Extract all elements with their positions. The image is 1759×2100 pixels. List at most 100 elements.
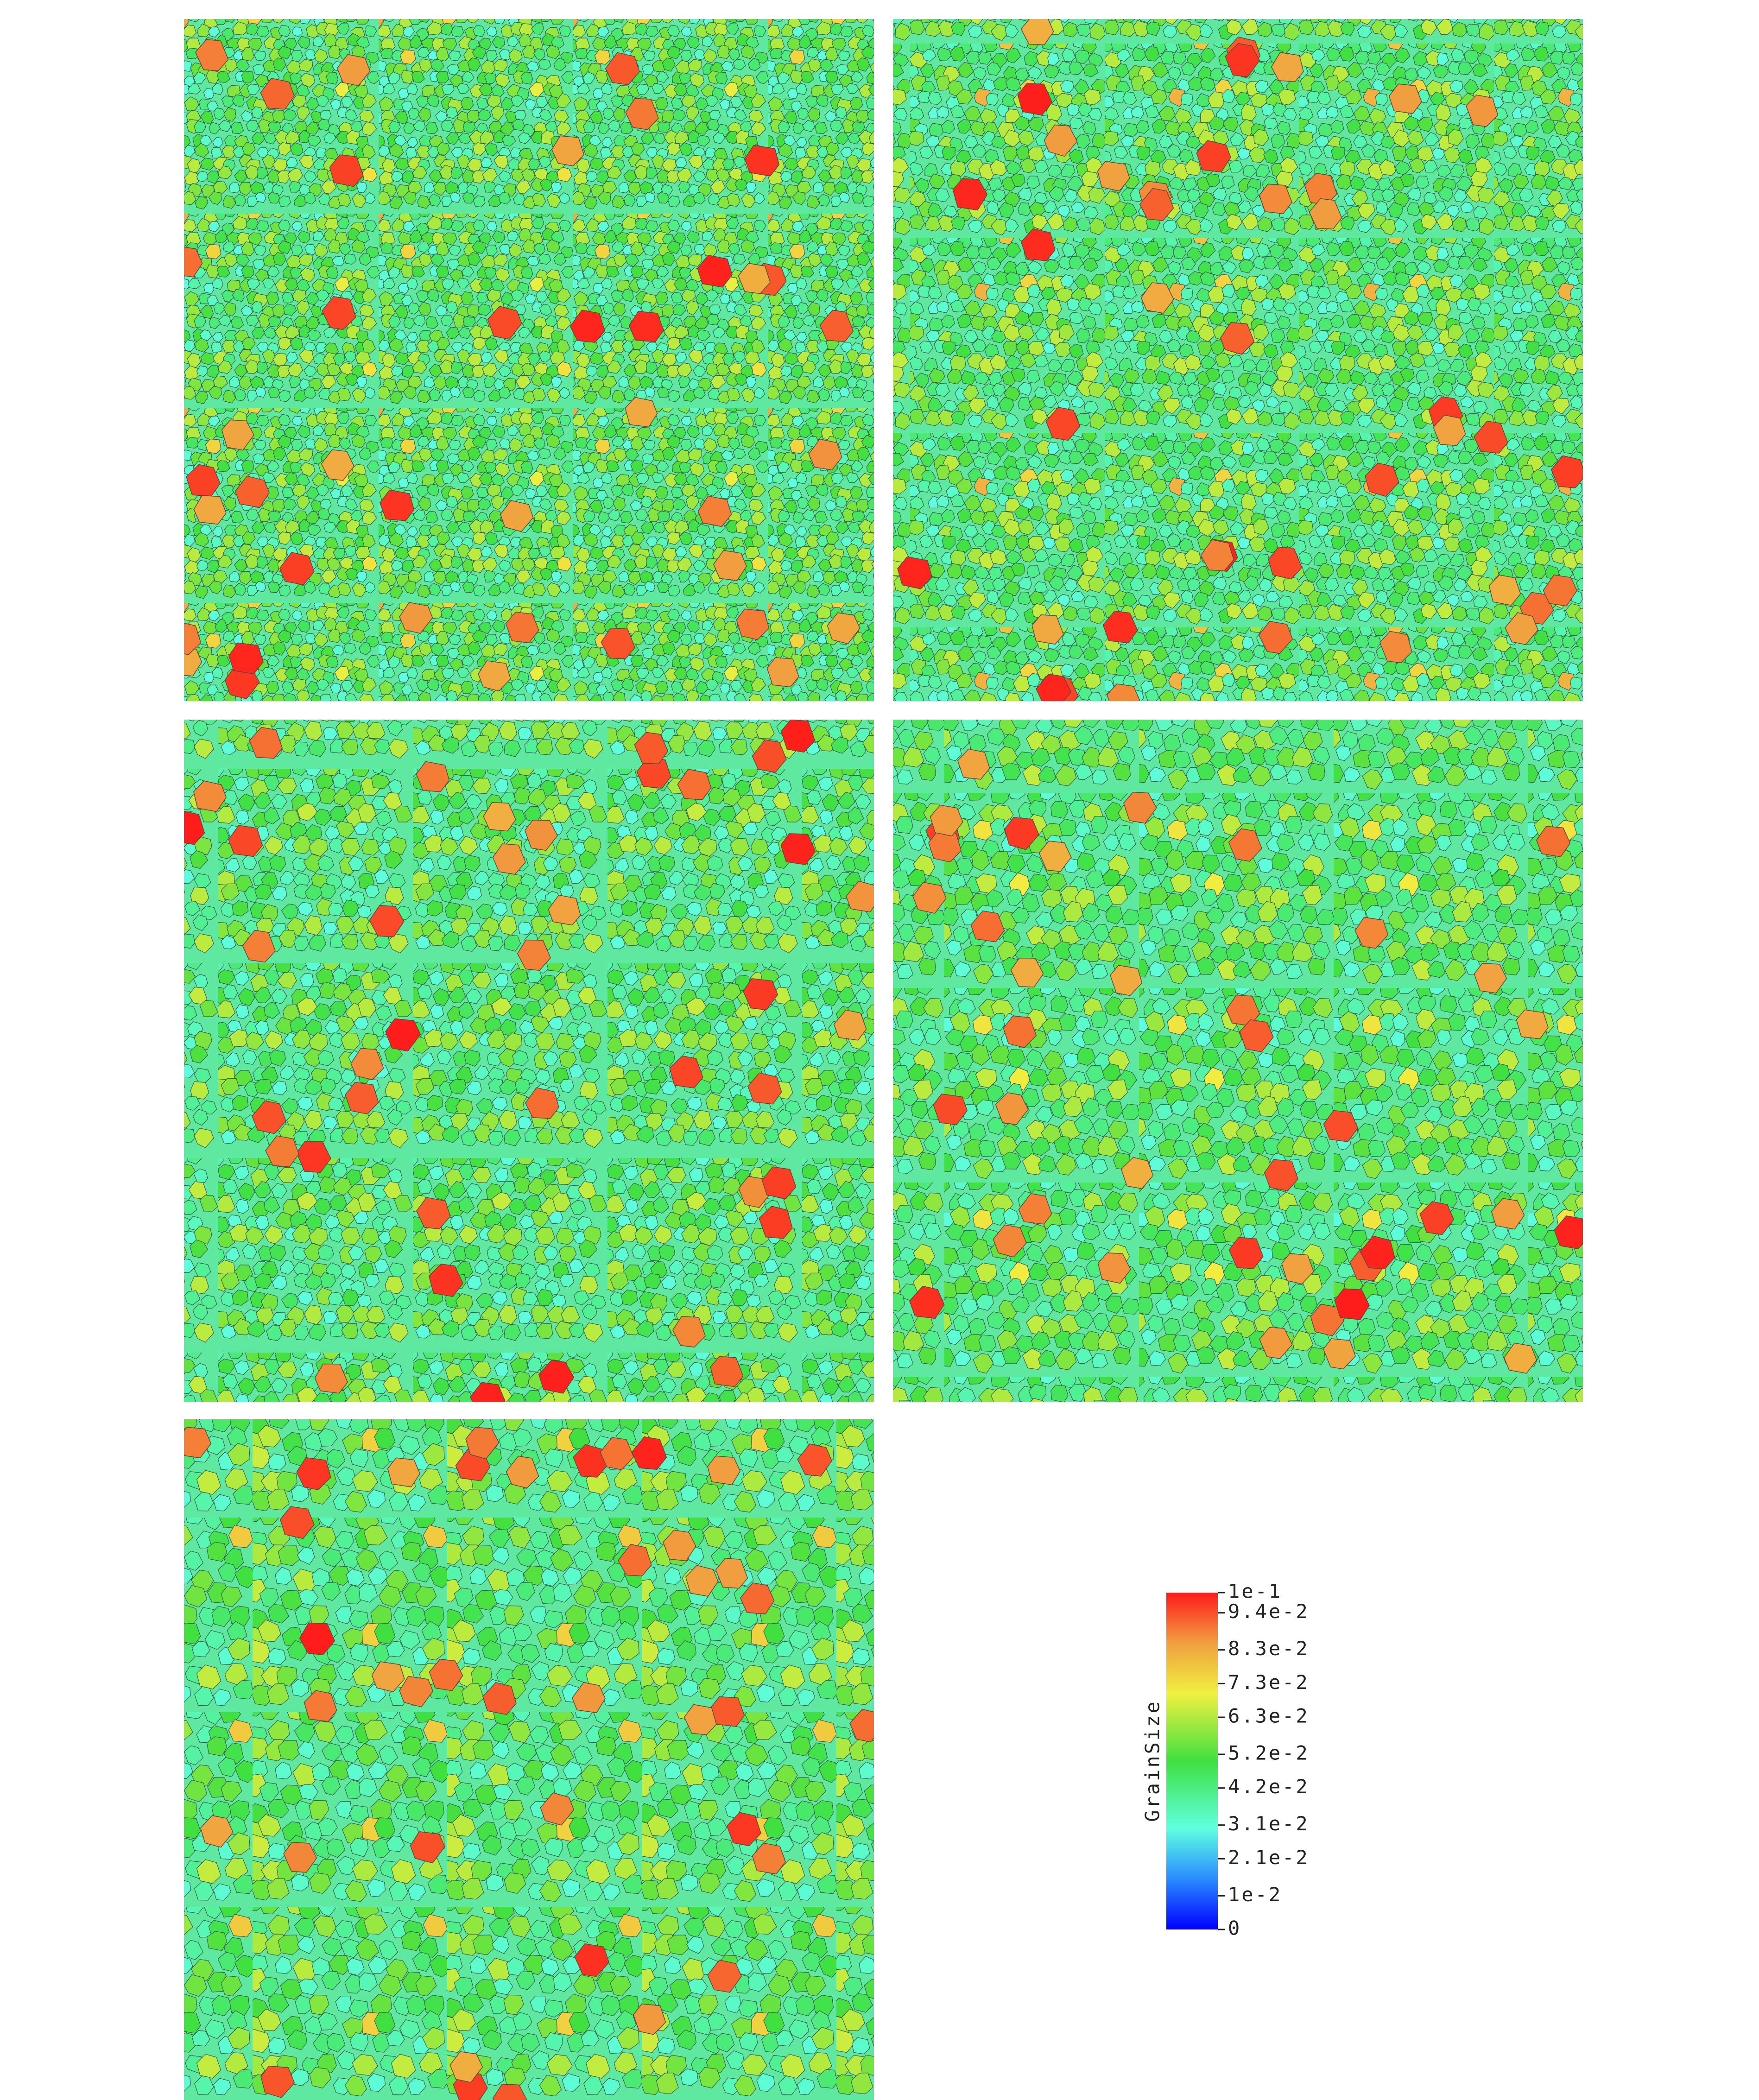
large-grain	[551, 135, 585, 167]
large-grain	[371, 1661, 405, 1692]
large-grain	[625, 98, 659, 130]
large-grain	[260, 2065, 295, 2098]
large-grain	[200, 1815, 234, 1848]
large-grain	[296, 1457, 331, 1490]
large-grain	[184, 1427, 212, 1459]
colorbar-tick-label: 1e-2	[1228, 1883, 1282, 1906]
large-grain	[744, 145, 780, 177]
large-grain	[909, 1285, 945, 1319]
large-grain	[283, 1842, 317, 1873]
large-grain	[329, 154, 364, 187]
large-grain	[483, 802, 516, 832]
large-grain	[345, 1082, 379, 1115]
large-grain	[1225, 43, 1260, 77]
colorbar-tick-label: 4.2e-2	[1228, 1775, 1310, 1798]
colorbar-tick-label: 1e-1	[1228, 1580, 1282, 1603]
large-grain	[928, 830, 962, 863]
large-grain	[1044, 124, 1078, 157]
large-grain	[571, 1682, 606, 1714]
large-grain	[1536, 826, 1571, 857]
large-grain	[1491, 1198, 1525, 1230]
large-grain	[1281, 1253, 1314, 1284]
large-grain	[410, 1831, 445, 1864]
large-grain	[707, 1960, 742, 1993]
large-grain	[849, 1708, 874, 1743]
colorbar-tick-label: 3.1e-2	[1228, 1812, 1310, 1835]
large-grain	[743, 978, 778, 1011]
large-grain	[1554, 1215, 1583, 1249]
large-grain	[677, 769, 712, 800]
large-grain	[322, 296, 356, 330]
large-grain	[449, 2051, 483, 2083]
large-grain	[252, 1100, 286, 1134]
large-grain	[385, 1018, 421, 1052]
large-grain	[234, 475, 270, 508]
large-grain	[1354, 917, 1389, 949]
large-grains	[184, 720, 874, 1402]
large-grain	[314, 1363, 348, 1394]
large-grain	[1123, 791, 1157, 824]
large-grain	[193, 495, 227, 525]
large-grain	[399, 1676, 434, 1708]
large-grain	[634, 732, 669, 765]
large-grain	[548, 894, 581, 926]
large-grain	[1259, 1327, 1293, 1359]
large-grain	[697, 495, 732, 527]
large-grain	[517, 939, 551, 971]
large-grain	[672, 1316, 706, 1348]
large-grain	[726, 1812, 761, 1847]
large-grain	[506, 1455, 539, 1489]
large-grain	[625, 397, 658, 428]
large-grain	[1504, 1342, 1537, 1374]
large-grain	[469, 1382, 506, 1402]
large-grain	[995, 1092, 1029, 1125]
large-grain	[1239, 1019, 1274, 1052]
large-grain	[1379, 631, 1412, 663]
large-grain	[1097, 161, 1130, 192]
large-grain	[707, 1455, 741, 1486]
large-grain	[505, 612, 539, 644]
colorbar-tick-label: 8.3e-2	[1228, 1637, 1310, 1660]
large-grain	[752, 739, 787, 773]
large-grain	[1045, 407, 1081, 441]
large-grain	[478, 660, 511, 692]
large-grain	[740, 1582, 775, 1614]
large-grain	[685, 1565, 719, 1597]
large-grain	[465, 1427, 500, 1460]
large-grain	[1465, 95, 1499, 127]
large-grain	[766, 657, 799, 688]
large-grain	[1200, 539, 1234, 571]
large-grains	[909, 748, 1583, 1374]
large-grains	[897, 19, 1583, 701]
large-grain	[952, 178, 988, 211]
large-grain	[1334, 1288, 1370, 1320]
large-grain	[710, 1356, 744, 1387]
grain-panel	[184, 19, 874, 701]
large-grain	[1323, 1338, 1356, 1370]
large-grain	[1018, 1193, 1052, 1225]
large-grain	[1419, 1201, 1455, 1235]
large-grain	[628, 311, 664, 342]
large-grain	[249, 727, 283, 759]
large-grain	[1110, 965, 1143, 996]
large-grain	[1038, 841, 1072, 872]
large-grain	[761, 1166, 797, 1200]
grain-panel	[893, 720, 1583, 1402]
large-grain	[1360, 1235, 1395, 1269]
large-grain	[1259, 620, 1293, 654]
grain-panel	[184, 720, 874, 1402]
large-grain	[1020, 228, 1056, 261]
large-grain	[797, 1443, 832, 1477]
large-grain	[1474, 420, 1508, 454]
large-grain	[1268, 547, 1303, 580]
large-grain	[321, 449, 354, 481]
large-grain	[1102, 610, 1138, 644]
large-grain	[1010, 957, 1044, 988]
panels	[184, 19, 1583, 2100]
large-grains	[184, 39, 861, 700]
large-grain	[1120, 1157, 1154, 1189]
large-grain	[184, 247, 203, 278]
large-grain	[1264, 1159, 1299, 1191]
large-grain	[618, 1543, 652, 1576]
large-grain	[569, 310, 605, 343]
